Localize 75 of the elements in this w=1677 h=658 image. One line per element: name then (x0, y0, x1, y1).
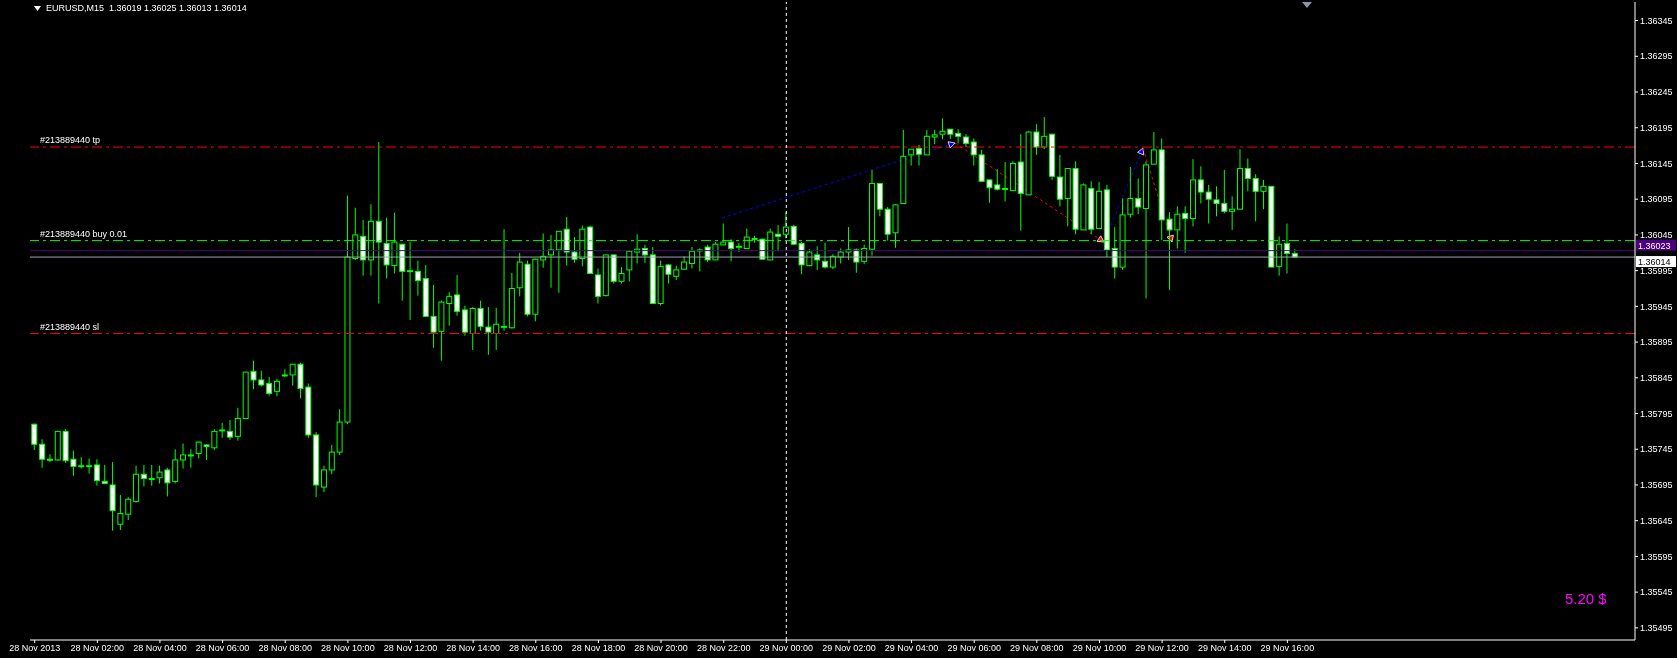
y-tick-label: 1.35695 (1640, 480, 1673, 491)
y-tick-label: 1.35895 (1640, 337, 1673, 348)
y-tick-label: 1.35995 (1640, 265, 1673, 276)
y-tick-label: 1.35945 (1640, 301, 1673, 312)
candlestick (140, 464, 147, 487)
candlestick (101, 464, 108, 485)
y-tick-label: 1.36195 (1640, 122, 1673, 133)
y-tick-label: 1.35545 (1640, 587, 1673, 598)
candlestick (266, 376, 273, 397)
candlestick (955, 128, 962, 144)
ref-line-label: #213889440 tp (40, 135, 101, 146)
y-tick-label: 1.36045 (1640, 230, 1673, 241)
y-tick-label: 1.35795 (1640, 408, 1673, 419)
ref-line-label: #213889440 buy 0.01 (40, 228, 128, 239)
candlestick (148, 464, 155, 487)
candlestick (1229, 195, 1236, 231)
ref-line-label: 1.36014 (1638, 257, 1671, 268)
candlestick (414, 260, 421, 297)
candlestick (31, 423, 38, 451)
candlestick (1002, 161, 1009, 202)
y-tick-label: 1.36245 (1640, 87, 1673, 98)
candlestick (39, 438, 46, 469)
candlestick (320, 465, 327, 493)
y-tick-label: 1.35495 (1640, 623, 1673, 634)
y-tick-label: 1.36145 (1640, 158, 1673, 169)
candlestick (1056, 154, 1063, 207)
candlestick (1150, 131, 1157, 165)
x-tick-label: 28 Nov 16:00 (509, 643, 563, 654)
y-tick-label: 1.35745 (1640, 444, 1673, 455)
x-tick-label: 28 Nov 14:00 (446, 643, 500, 654)
x-tick-label: 28 Nov 22:00 (696, 643, 751, 654)
x-tick-label: 29 Nov 08:00 (1010, 643, 1064, 654)
y-tick-label: 1.35845 (1640, 372, 1673, 383)
x-tick-label: 28 Nov 20:00 (634, 643, 688, 654)
x-tick-label: 29 Nov 16:00 (1260, 643, 1315, 654)
x-tick-label: 29 Nov 02:00 (822, 643, 876, 654)
x-tick-label: 29 Nov 14:00 (1197, 643, 1252, 654)
candlestick (915, 144, 922, 167)
ref-line-label: 1.36023 (1638, 240, 1671, 251)
candlestick (227, 419, 234, 441)
candlestick (626, 249, 633, 282)
x-tick-label: 28 Nov 2013 (9, 643, 61, 654)
candlestick (735, 242, 742, 253)
candlestick (822, 242, 829, 269)
x-tick-label: 29 Nov 04:00 (884, 643, 939, 654)
candlestick (1197, 165, 1204, 204)
candlestick (454, 274, 461, 317)
x-tick-label: 28 Nov 04:00 (133, 643, 187, 654)
annotation: 5.20 $ (1565, 590, 1607, 607)
x-tick-label: 29 Nov 00:00 (759, 643, 814, 654)
x-tick-label: 28 Nov 10:00 (321, 643, 375, 654)
x-tick-label: 28 Nov 02:00 (70, 643, 125, 654)
y-tick-label: 1.36095 (1640, 194, 1673, 205)
x-tick-label: 28 Nov 18:00 (571, 643, 626, 654)
x-tick-label: 28 Nov 08:00 (258, 643, 313, 654)
candlestick (187, 448, 194, 469)
x-tick-label: 29 Nov 12:00 (1135, 643, 1189, 654)
candlestick (782, 211, 789, 239)
chart-title: EURUSD,M15 1.36019 1.36025 1.36013 1.36014 (46, 3, 247, 13)
ref-line-label: #213889440 sl (40, 321, 100, 332)
x-tick-label: 28 Nov 12:00 (383, 643, 438, 654)
y-tick-label: 1.35595 (1640, 551, 1673, 562)
candlestick (93, 458, 100, 487)
x-tick-label: 28 Nov 06:00 (195, 643, 250, 654)
candlestick (461, 305, 468, 337)
candlestick (86, 458, 93, 475)
candlestick (180, 443, 187, 470)
candlestick (594, 267, 601, 304)
y-tick-label: 1.36345 (1640, 15, 1673, 26)
x-tick-label: 29 Nov 10:00 (1072, 643, 1127, 654)
y-tick-label: 1.35645 (1640, 515, 1673, 526)
y-tick-label: 1.36295 (1640, 51, 1673, 62)
x-tick-label: 29 Nov 06:00 (947, 643, 1001, 654)
candlestick (234, 407, 241, 442)
candlestick (46, 453, 53, 463)
